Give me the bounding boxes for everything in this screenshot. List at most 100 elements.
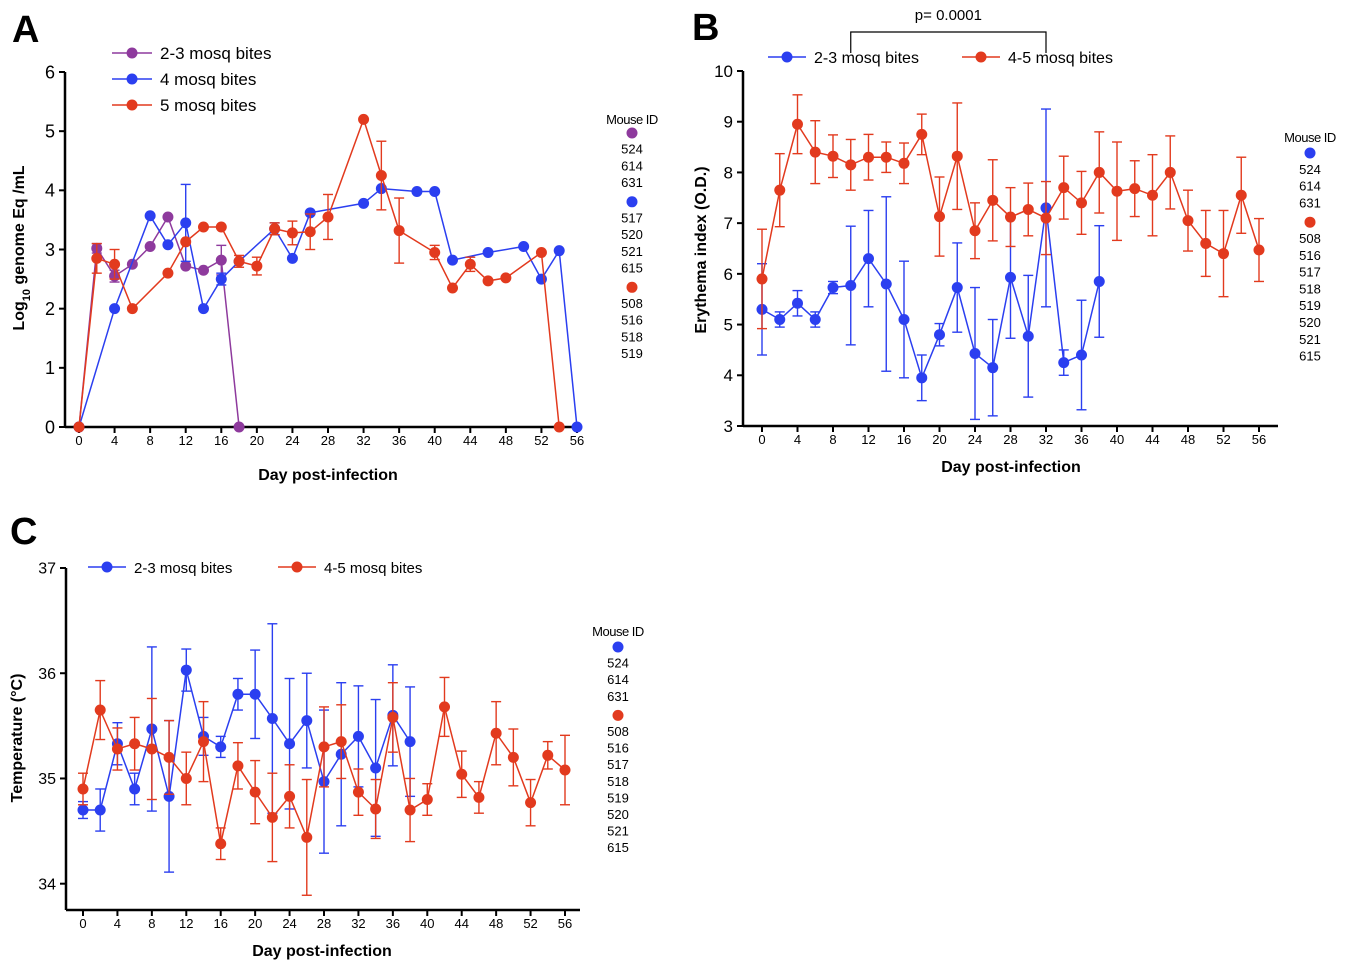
- data-point: [916, 372, 928, 384]
- data-point: [535, 273, 547, 285]
- data-point: [109, 303, 121, 315]
- data-point: [1093, 166, 1105, 178]
- y-tick-label: 36: [38, 666, 56, 683]
- x-tick-label: 44: [454, 916, 468, 931]
- y-tick-label: 5: [724, 316, 733, 335]
- panel-c-y-axis-label: Temperature (°C): [9, 674, 26, 803]
- series-5-mosq-bites: [73, 113, 565, 433]
- panel-b-p-value-annotation: p= 0.0001: [850, 7, 1047, 53]
- data-point: [1058, 182, 1070, 194]
- data-point: [198, 221, 209, 233]
- x-tick-label: 8: [147, 433, 154, 448]
- data-point: [215, 254, 227, 266]
- legend-label: 2-3 mosq bites: [814, 50, 919, 67]
- data-point: [284, 790, 296, 802]
- data-point: [1093, 275, 1105, 287]
- data-point: [180, 664, 192, 676]
- data-point: [898, 157, 910, 169]
- data-point: [370, 803, 382, 815]
- x-tick-label: 52: [1216, 432, 1230, 447]
- panel-b-x-axis-label: Day post-infection: [941, 459, 1081, 476]
- data-point: [987, 362, 999, 374]
- data-point: [1200, 237, 1212, 249]
- data-point: [358, 113, 370, 125]
- data-point: [456, 768, 468, 780]
- panel-b-letter: B: [692, 7, 719, 49]
- data-point: [249, 786, 261, 798]
- mouse-id: 516: [621, 313, 643, 328]
- x-tick-label: 48: [489, 916, 503, 931]
- data-point: [304, 226, 316, 238]
- data-point: [898, 314, 910, 325]
- mouse-id: 524: [1299, 162, 1321, 177]
- data-point: [284, 738, 296, 750]
- data-point: [542, 749, 554, 761]
- data-point: [429, 186, 441, 198]
- panel-a-x-axis-label: Day post-infection: [258, 467, 398, 484]
- y-tick-label: 3: [45, 240, 55, 260]
- x-tick-label: 48: [1181, 432, 1195, 447]
- x-tick-label: 20: [248, 916, 262, 931]
- data-point: [518, 241, 530, 253]
- x-tick-label: 36: [392, 433, 406, 448]
- data-point: [439, 701, 450, 713]
- mouse-id: 517: [1299, 265, 1321, 280]
- mouse-id: 524: [607, 656, 629, 671]
- mouse-id: 520: [621, 227, 643, 242]
- data-point: [215, 838, 227, 850]
- x-tick-label: 40: [1110, 432, 1124, 447]
- data-point: [393, 225, 405, 237]
- data-point: [109, 258, 121, 270]
- x-tick-label: 4: [111, 433, 118, 448]
- mouse-id: 516: [1299, 248, 1321, 263]
- data-point: [232, 760, 244, 772]
- data-point: [553, 245, 565, 257]
- data-point: [535, 246, 547, 258]
- data-point: [916, 128, 928, 140]
- data-point: [863, 151, 874, 163]
- mouse-id-group-marker: [626, 127, 638, 139]
- data-point: [352, 730, 364, 742]
- data-point: [951, 282, 963, 294]
- y-tick-label: 7: [724, 214, 733, 233]
- data-point: [77, 783, 89, 795]
- data-point: [215, 741, 227, 753]
- data-point: [969, 225, 981, 237]
- legend-marker: [126, 73, 138, 85]
- legend-label: 2-3 mosq bites: [160, 44, 272, 63]
- mouse-id: 524: [621, 142, 643, 157]
- data-point: [266, 712, 278, 724]
- x-tick-label: 0: [75, 433, 82, 448]
- y-tick-label: 1: [45, 358, 55, 378]
- data-point: [352, 786, 364, 798]
- x-tick-label: 24: [282, 916, 296, 931]
- data-point: [809, 146, 821, 158]
- data-point: [162, 239, 174, 251]
- mouse-id-group-marker: [626, 281, 638, 293]
- x-tick-label: 28: [1003, 432, 1017, 447]
- x-tick-label: 20: [250, 433, 264, 448]
- mouse-id: 521: [1299, 332, 1321, 347]
- x-tick-label: 0: [79, 916, 86, 931]
- x-tick-label: 0: [758, 432, 765, 447]
- series-2-3-mosq-bites: [77, 623, 416, 873]
- y-tick-label: 4: [45, 181, 55, 201]
- data-point: [233, 255, 245, 267]
- data-point: [198, 303, 209, 315]
- data-point: [370, 762, 382, 774]
- data-point: [969, 347, 981, 359]
- data-point: [77, 804, 89, 816]
- series-line: [78, 116, 560, 428]
- legend-marker: [781, 51, 793, 63]
- data-point: [987, 194, 999, 206]
- mouse-id: 520: [607, 807, 629, 822]
- data-point: [146, 743, 158, 755]
- data-point: [1164, 166, 1176, 178]
- legend-label: 4-5 mosq bites: [324, 560, 422, 577]
- data-point: [1182, 215, 1194, 227]
- data-point: [91, 252, 103, 264]
- data-point: [571, 421, 583, 433]
